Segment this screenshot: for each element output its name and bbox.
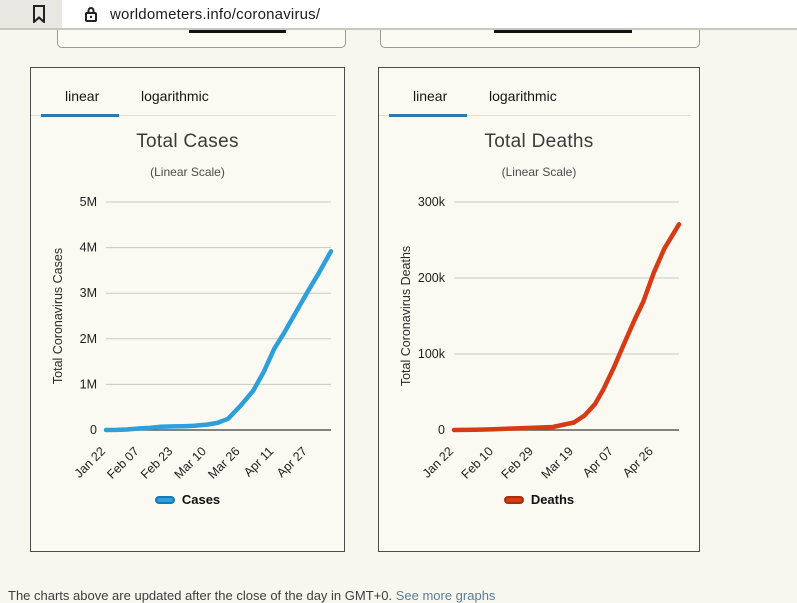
- scale-tabs: linear logarithmic: [379, 68, 699, 117]
- svg-text:4M: 4M: [80, 241, 97, 255]
- svg-text:Feb 07: Feb 07: [104, 444, 141, 481]
- url-field[interactable]: worldometers.info/coronavirus/: [62, 0, 797, 28]
- svg-text:Mar 19: Mar 19: [539, 444, 576, 481]
- browser-address-bar: worldometers.info/coronavirus/: [0, 0, 797, 30]
- lock-icon: [85, 7, 97, 22]
- svg-text:Jan 22: Jan 22: [420, 444, 456, 480]
- deaths-legend-item[interactable]: Deaths: [379, 492, 699, 507]
- tab-linear[interactable]: linear: [413, 88, 448, 104]
- svg-text:5M: 5M: [80, 195, 97, 209]
- active-tab-underline: [389, 114, 467, 117]
- svg-text:1M: 1M: [80, 377, 97, 391]
- footer-note-text: The charts above are updated after the c…: [8, 588, 396, 603]
- chart-subtitle: (Linear Scale): [501, 165, 577, 179]
- svg-text:0: 0: [90, 423, 97, 437]
- svg-text:Total Coronavirus Cases: Total Coronavirus Cases: [51, 248, 65, 384]
- cases-legend-label: Cases: [181, 492, 221, 507]
- svg-text:Total Coronavirus Deaths: Total Coronavirus Deaths: [399, 246, 413, 386]
- svg-text:Feb 10: Feb 10: [459, 444, 496, 481]
- svg-text:3M: 3M: [80, 286, 97, 300]
- svg-text:Apr 27: Apr 27: [274, 444, 310, 480]
- svg-text:200k: 200k: [418, 271, 446, 285]
- svg-text:Apr 07: Apr 07: [580, 444, 616, 480]
- total-cases-chart-panel: linear logarithmic Total Cases (Linear S…: [30, 67, 345, 552]
- tab-divider: [31, 114, 336, 117]
- svg-text:Apr 26: Apr 26: [620, 444, 656, 480]
- tab-linear[interactable]: linear: [65, 88, 100, 104]
- svg-text:Jan 22: Jan 22: [72, 444, 108, 480]
- svg-text:2M: 2M: [80, 332, 97, 346]
- svg-text:Feb 29: Feb 29: [499, 444, 536, 481]
- footer-note: The charts above are updated after the c…: [8, 588, 788, 603]
- cutoff-tab-underline: [494, 30, 632, 33]
- svg-text:Apr 11: Apr 11: [241, 444, 276, 479]
- chart-title: Total Deaths: [484, 131, 594, 152]
- svg-text:300k: 300k: [418, 195, 446, 209]
- cutoff-tab-underline: [189, 30, 286, 33]
- bookmark-icon[interactable]: [32, 5, 46, 23]
- cases-legend-marker-icon: [154, 495, 175, 504]
- svg-text:0: 0: [438, 423, 445, 437]
- deaths-line-chart: 300k 200k 100k 0 Total Coronavirus Deaths Jan…: [399, 195, 682, 482]
- cutoff-chart-box-right: [380, 30, 700, 48]
- cases-line-chart: 5M 4M 3M 2M 1M 0 Total Coronavirus Cases Jan 22…: [51, 195, 334, 482]
- tab-divider: [379, 114, 691, 117]
- total-deaths-chart-panel: linear logarithmic Total Deaths (Linear …: [378, 67, 700, 552]
- see-more-graphs-link[interactable]: See more graphs: [395, 588, 496, 603]
- chart-title: Total Cases: [136, 131, 239, 152]
- tab-logarithmic[interactable]: logarithmic: [489, 88, 557, 104]
- cases-legend-item[interactable]: Cases: [31, 492, 344, 507]
- url-text[interactable]: worldometers.info/coronavirus/: [110, 5, 321, 23]
- cutoff-chart-box-left: [57, 30, 346, 48]
- scale-tabs: linear logarithmic: [31, 68, 344, 117]
- chart-subtitle: (Linear Scale): [150, 165, 225, 179]
- svg-text:Feb 23: Feb 23: [138, 444, 175, 481]
- tab-logarithmic[interactable]: logarithmic: [141, 88, 209, 104]
- active-tab-underline: [41, 114, 119, 117]
- svg-text:Mar 26: Mar 26: [205, 444, 242, 481]
- deaths-legend-marker-icon: [503, 495, 524, 504]
- deaths-legend-label: Deaths: [530, 492, 575, 507]
- svg-text:100k: 100k: [418, 347, 446, 361]
- svg-text:Mar 10: Mar 10: [172, 444, 209, 481]
